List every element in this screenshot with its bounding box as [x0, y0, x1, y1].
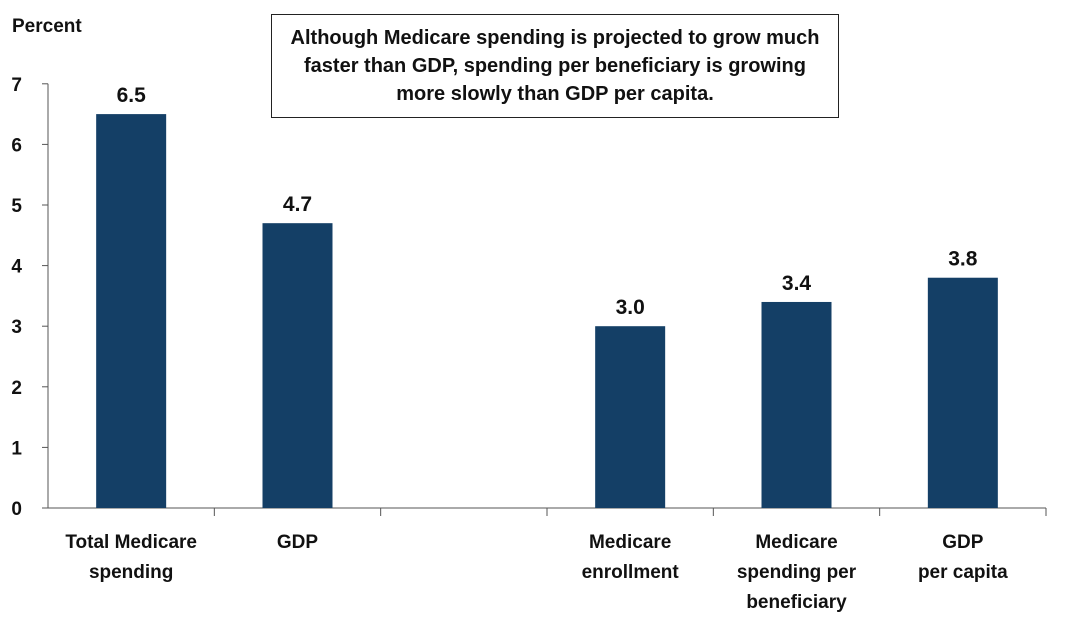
bar	[595, 326, 666, 508]
bar-value-label: 3.4	[782, 272, 812, 295]
bar-value-label: 3.8	[948, 248, 978, 271]
y-tick-label: 3	[11, 317, 22, 338]
x-tick-label: Total Medicare	[65, 532, 197, 553]
x-tick-label: spending per	[737, 562, 857, 583]
x-tick-label: GDP	[942, 532, 984, 553]
bar	[761, 301, 832, 508]
y-tick-label: 7	[11, 75, 22, 96]
x-tick-label: beneficiary	[746, 592, 847, 613]
annotation-text: Although Medicare spending is projected …	[290, 27, 820, 105]
annotation-box: Although Medicare spending is projected …	[271, 14, 839, 118]
bar-value-label: 6.5	[117, 84, 147, 107]
bar-value-label: 3.0	[616, 296, 645, 319]
x-tick-label: Medicare	[589, 532, 671, 553]
y-tick-label: 1	[11, 438, 22, 459]
y-tick-label: 6	[11, 135, 22, 156]
bar	[262, 223, 333, 508]
y-tick-label: 5	[11, 196, 22, 217]
bar	[96, 114, 167, 508]
bar	[927, 277, 998, 508]
x-tick-label: enrollment	[582, 562, 680, 583]
x-tick-label: GDP	[277, 532, 319, 553]
y-tick-label: 0	[11, 499, 22, 520]
x-tick-label: spending	[89, 562, 173, 583]
x-tick-label: Medicare	[755, 532, 837, 553]
y-tick-label: 4	[11, 257, 22, 278]
y-axis-title: Percent	[12, 16, 82, 37]
x-tick-label: per capita	[918, 562, 1008, 583]
bar-value-label: 4.7	[283, 193, 312, 216]
y-tick-label: 2	[11, 378, 22, 399]
